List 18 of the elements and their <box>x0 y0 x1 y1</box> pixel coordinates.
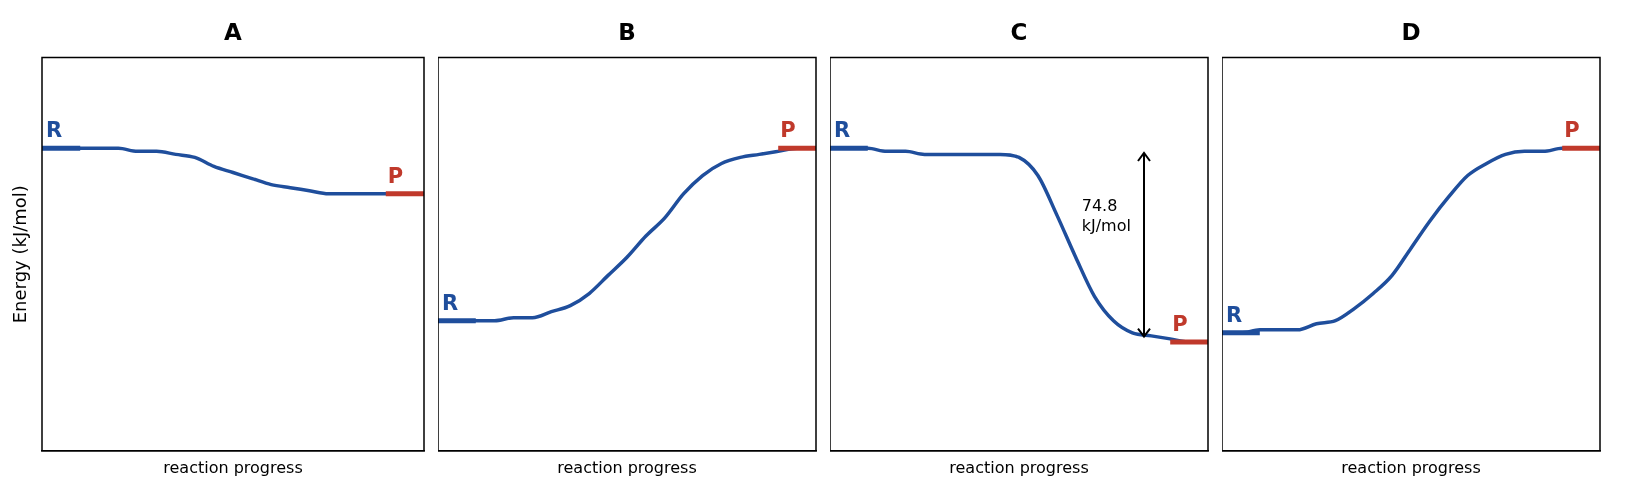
series-label: P <box>1564 118 1580 143</box>
x-axis-title: reaction progress <box>949 457 1089 477</box>
x-axis-title: reaction progress <box>163 457 303 477</box>
y-axis-title: Energy (kJ/mol) <box>8 185 30 324</box>
series-label: P <box>1172 311 1188 336</box>
series-label: P <box>387 163 404 188</box>
series-label: R <box>834 118 851 143</box>
chart-title: B <box>618 18 636 45</box>
series-label: R <box>46 118 63 143</box>
series-label: R <box>1226 302 1243 327</box>
series-label: P <box>780 118 796 143</box>
x-axis-title: reaction progress <box>1341 457 1481 477</box>
series-label: R <box>442 290 459 315</box>
chart-title: C <box>1010 18 1028 45</box>
chart-title: D <box>1401 18 1421 45</box>
x-axis-title: reaction progress <box>557 457 697 477</box>
chart-title: A <box>224 18 243 45</box>
annotation: 74.8 kJ/mol <box>1081 196 1131 236</box>
